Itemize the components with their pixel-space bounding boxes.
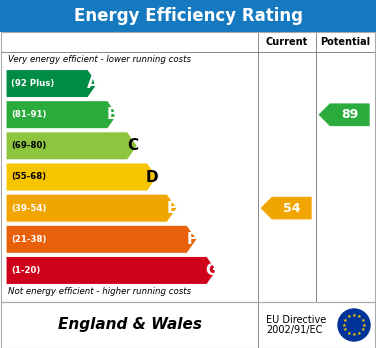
Text: (81-91): (81-91) — [11, 110, 46, 119]
Text: G: G — [206, 263, 218, 278]
Text: ★: ★ — [343, 317, 348, 323]
Text: 2002/91/EC: 2002/91/EC — [266, 325, 322, 335]
Text: 89: 89 — [341, 108, 358, 121]
Bar — [0, 0, 376, 32]
Polygon shape — [6, 256, 217, 285]
Text: F: F — [187, 232, 197, 247]
Text: 54: 54 — [283, 201, 300, 215]
Text: ★: ★ — [347, 314, 352, 319]
Text: ★: ★ — [342, 323, 346, 327]
Polygon shape — [6, 194, 177, 222]
Text: ★: ★ — [343, 327, 348, 332]
Text: (1-20): (1-20) — [11, 266, 40, 275]
Bar — [1, 302, 375, 348]
Text: England & Wales: England & Wales — [58, 317, 202, 332]
Text: (92 Plus): (92 Plus) — [11, 79, 54, 88]
Text: (21-38): (21-38) — [11, 235, 46, 244]
Text: A: A — [87, 76, 99, 91]
Polygon shape — [6, 163, 158, 191]
Text: Potential: Potential — [320, 37, 371, 47]
Polygon shape — [6, 132, 138, 160]
Text: ★: ★ — [352, 332, 356, 338]
Text: Current: Current — [266, 37, 308, 47]
Text: ★: ★ — [347, 331, 352, 336]
Polygon shape — [6, 70, 98, 98]
Text: ★: ★ — [360, 327, 365, 332]
Text: EU Directive: EU Directive — [266, 315, 326, 325]
Circle shape — [338, 309, 370, 341]
Bar — [1, 32, 375, 302]
Text: ★: ★ — [362, 323, 366, 327]
Polygon shape — [260, 197, 312, 220]
Text: ★: ★ — [360, 317, 365, 323]
Text: D: D — [146, 169, 159, 184]
Text: C: C — [127, 139, 138, 153]
Text: (69-80): (69-80) — [11, 141, 46, 150]
Text: (39-54): (39-54) — [11, 204, 46, 213]
Text: ★: ★ — [352, 313, 356, 318]
Polygon shape — [6, 225, 197, 253]
Text: ★: ★ — [356, 331, 361, 336]
Polygon shape — [318, 103, 370, 126]
Text: E: E — [167, 201, 177, 216]
Text: ★: ★ — [356, 314, 361, 319]
Polygon shape — [6, 101, 118, 129]
Text: Very energy efficient - lower running costs: Very energy efficient - lower running co… — [8, 55, 191, 64]
Text: Not energy efficient - higher running costs: Not energy efficient - higher running co… — [8, 287, 191, 296]
Text: B: B — [107, 107, 118, 122]
Text: (55-68): (55-68) — [11, 173, 46, 182]
Text: Energy Efficiency Rating: Energy Efficiency Rating — [73, 7, 303, 25]
